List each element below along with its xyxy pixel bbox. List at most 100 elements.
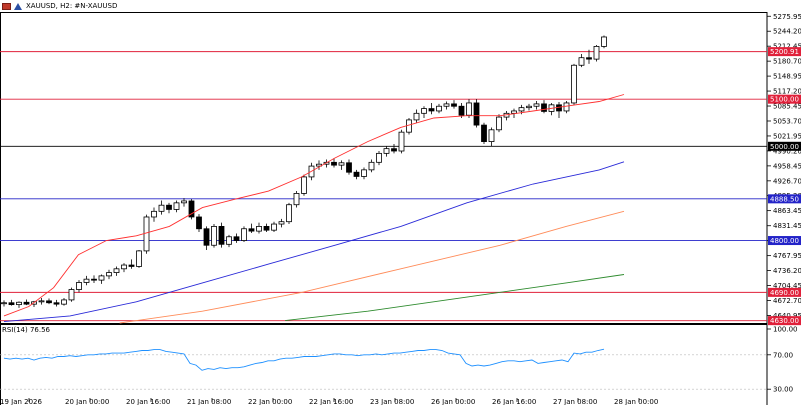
candle[interactable] <box>481 124 487 142</box>
candle[interactable] <box>203 228 210 246</box>
candle[interactable] <box>488 129 495 142</box>
rsi-label: RSI(14) 76.56 <box>2 326 51 334</box>
candle[interactable] <box>443 103 450 107</box>
candle[interactable] <box>271 223 277 231</box>
candle[interactable] <box>563 102 570 112</box>
rsi-pane[interactable]: RSI(14) 76.56 100.00 70.00 30.00 <box>0 324 798 405</box>
candle[interactable] <box>151 210 157 218</box>
candle[interactable] <box>578 57 585 66</box>
trade-panel-icon[interactable] <box>2 2 11 10</box>
candle[interactable] <box>166 204 172 210</box>
price-pane-frame <box>0 12 768 324</box>
level-label-box <box>768 94 801 104</box>
candle[interactable] <box>496 116 502 131</box>
price-axis-label: 4863.45 <box>773 207 801 215</box>
candle[interactable] <box>196 216 202 230</box>
candle[interactable] <box>353 171 360 177</box>
ma-green-line <box>285 274 625 322</box>
price-axis-label: 4640.95 <box>773 312 801 320</box>
candle[interactable] <box>211 226 217 246</box>
level-label-box <box>768 287 801 297</box>
candle[interactable] <box>143 216 150 252</box>
candle[interactable] <box>181 200 187 204</box>
level-label-box <box>768 194 801 204</box>
chart-header: XAUUSD, H2: #N-XAUUSD <box>0 0 117 12</box>
price-pane[interactable]: 5275.95 5244.20 5212.45 5180.70 5148.95 5117.… <box>0 12 801 326</box>
candle[interactable] <box>248 228 255 232</box>
candle[interactable] <box>301 176 307 194</box>
price-axis-label: 5148.95 <box>773 73 801 81</box>
candle[interactable] <box>533 103 540 107</box>
candle[interactable] <box>361 169 367 177</box>
candle[interactable] <box>526 105 532 109</box>
candle[interactable] <box>173 202 180 210</box>
level-label: 5000.00 <box>770 143 799 151</box>
candle[interactable] <box>1 302 7 305</box>
candle[interactable] <box>338 162 345 166</box>
rsi-axis-label: 70.00 <box>773 351 793 359</box>
candle[interactable] <box>128 264 135 267</box>
candle[interactable] <box>293 193 300 206</box>
candle[interactable] <box>458 105 465 116</box>
candle[interactable] <box>421 108 427 114</box>
candle[interactable] <box>68 289 75 301</box>
price-axis-label: 4958.45 <box>773 162 801 170</box>
level-label: 4888.50 <box>770 195 799 203</box>
candle[interactable] <box>466 102 472 116</box>
candle[interactable] <box>188 200 195 218</box>
candle[interactable] <box>518 107 525 112</box>
candle[interactable] <box>593 45 600 60</box>
candle[interactable] <box>106 272 112 277</box>
candle[interactable] <box>571 64 577 104</box>
candle[interactable] <box>158 204 165 212</box>
candle[interactable] <box>391 148 397 152</box>
candle[interactable] <box>136 250 142 267</box>
candle[interactable] <box>46 300 52 304</box>
candle[interactable] <box>451 103 457 107</box>
candle[interactable] <box>428 108 435 112</box>
candle[interactable] <box>76 282 82 290</box>
candle[interactable] <box>113 268 120 273</box>
candle[interactable] <box>38 300 45 303</box>
level-label: 4690.00 <box>770 289 799 297</box>
candle[interactable] <box>383 148 390 154</box>
candle[interactable] <box>53 302 60 305</box>
candle[interactable] <box>511 110 517 114</box>
candle[interactable] <box>241 228 247 241</box>
time-axis: 19 Jan 2026 20 Jan 00:00 20 Jan 16:00 21 Ja… <box>0 398 658 405</box>
rsi-axis-label: 100.00 <box>773 326 798 334</box>
time-axis-label: 26 Jan 00:00 <box>431 398 475 405</box>
candle[interactable] <box>8 302 15 306</box>
candle[interactable] <box>376 152 382 163</box>
candle[interactable] <box>91 278 97 281</box>
candle[interactable] <box>83 278 90 283</box>
candle[interactable] <box>541 103 547 112</box>
candle[interactable] <box>473 102 480 126</box>
candle[interactable] <box>286 204 292 223</box>
time-axis-label: 20 Jan 16:00 <box>126 398 170 405</box>
candle[interactable] <box>398 131 405 152</box>
one-click-trading-icon[interactable] <box>14 2 23 10</box>
candle[interactable] <box>413 112 420 121</box>
candle[interactable] <box>263 226 270 231</box>
candle[interactable] <box>98 275 105 281</box>
candle[interactable] <box>226 236 232 245</box>
candle[interactable] <box>331 161 337 166</box>
candle[interactable] <box>218 226 225 245</box>
candle[interactable] <box>23 301 30 305</box>
candle[interactable] <box>346 162 352 173</box>
time-axis-label: 27 Jan 08:00 <box>553 398 597 405</box>
candle[interactable] <box>61 299 67 305</box>
candle[interactable] <box>436 105 442 112</box>
candle[interactable] <box>121 264 127 270</box>
ma-orange-line <box>119 210 625 324</box>
candle[interactable] <box>256 226 262 232</box>
candle[interactable] <box>601 36 607 47</box>
candle[interactable] <box>368 161 375 171</box>
candle[interactable] <box>278 221 285 225</box>
candle[interactable] <box>16 301 22 306</box>
price-axis-label: 5212.45 <box>773 43 801 51</box>
candle[interactable] <box>586 57 592 60</box>
candle[interactable] <box>233 236 240 241</box>
